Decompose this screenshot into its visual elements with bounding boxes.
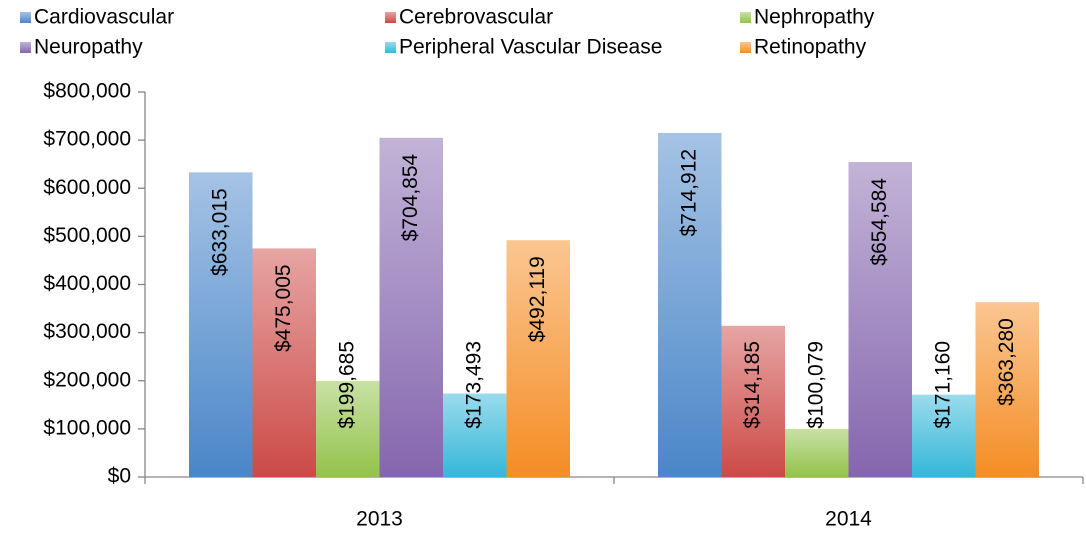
x-tick-label: 2013 [356, 508, 403, 531]
bar [785, 428, 849, 477]
data-label: $475,005 [272, 264, 295, 352]
bar [975, 302, 1039, 477]
bar [189, 172, 253, 478]
data-label: $363,280 [995, 318, 1018, 406]
y-tick-label: $400,000 [43, 272, 131, 295]
data-label: $704,854 [399, 153, 422, 241]
y-tick-label: $600,000 [43, 176, 131, 199]
bar [316, 380, 380, 477]
data-label: $492,119 [526, 256, 549, 342]
y-tick-label: $100,000 [43, 416, 131, 439]
legend-label: Nephropathy [754, 6, 875, 29]
data-label: $100,079 [804, 341, 827, 429]
legend-swatch [20, 42, 31, 53]
legend-swatch [740, 12, 751, 23]
legend-label: Cerebrovascular [399, 6, 553, 29]
data-label: $633,015 [208, 188, 231, 276]
y-tick-label: $200,000 [43, 368, 131, 391]
y-tick-label: $0 [108, 465, 131, 488]
y-tick-label: $500,000 [43, 224, 131, 247]
legend-swatch [740, 42, 751, 53]
y-tick-label: $700,000 [43, 128, 131, 151]
data-label: $171,160 [931, 341, 954, 429]
bar [443, 393, 507, 477]
legend-swatch [385, 42, 396, 53]
y-tick-label: $800,000 [43, 80, 131, 103]
bar [379, 137, 443, 478]
data-label: $314,185 [741, 341, 764, 429]
bar [848, 161, 912, 477]
bar [721, 325, 785, 477]
data-label: $654,584 [868, 178, 891, 266]
bar [912, 394, 976, 477]
legend-label: Cardiovascular [34, 6, 174, 29]
legend-swatch [20, 12, 31, 23]
y-tick-label: $300,000 [43, 320, 131, 343]
bar [506, 240, 570, 477]
legend-label: Neuropathy [34, 36, 143, 59]
data-label: $199,685 [335, 341, 358, 429]
legend-label: Peripheral Vascular Disease [399, 36, 662, 59]
bar [252, 248, 316, 477]
x-tick-label: 2014 [825, 508, 872, 531]
bar [658, 132, 722, 477]
data-label: $714,912 [677, 149, 700, 237]
data-label: $173,493 [462, 341, 485, 429]
legend-label: Retinopathy [754, 36, 867, 59]
legend-swatch [385, 12, 396, 23]
